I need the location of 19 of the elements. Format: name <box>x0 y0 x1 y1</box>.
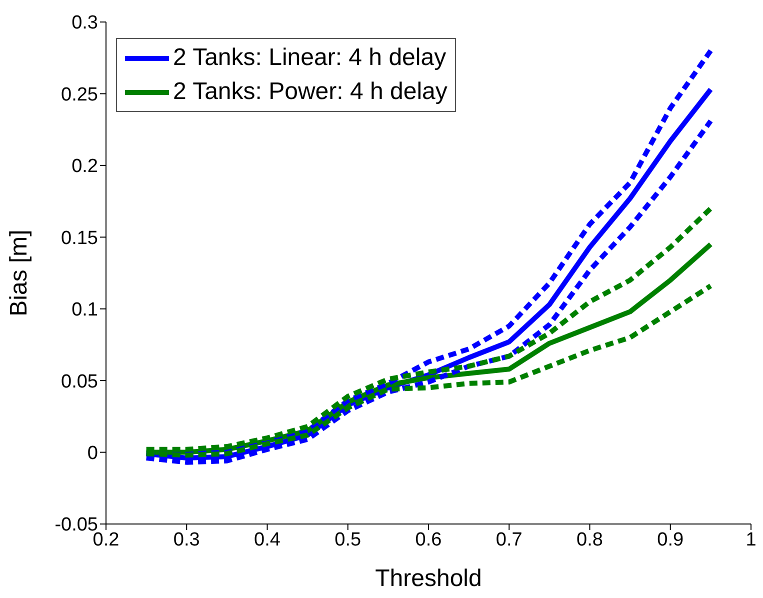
x-axis-title: Threshold <box>375 565 482 592</box>
y-axis-title: Bias [m] <box>6 230 33 316</box>
x-tick-label: 0.6 <box>415 529 442 550</box>
y-tick-label: 0 <box>87 443 98 464</box>
y-tick-label: 0.05 <box>61 371 98 392</box>
x-tick-label: 0.4 <box>254 529 281 550</box>
legend-label: 2 Tanks: Linear: 4 h delay <box>173 43 446 73</box>
y-tick-label: 0.3 <box>72 12 98 34</box>
x-tick-label: 0.8 <box>576 529 603 550</box>
x-tick-label: 0.7 <box>496 529 522 550</box>
y-tick-label: 0.15 <box>61 228 98 249</box>
legend-label: 2 Tanks: Power: 4 h delay <box>173 77 448 107</box>
x-tick-label: 0.3 <box>173 529 200 550</box>
y-tick-label: 0.1 <box>72 300 98 321</box>
y-tick-label: 0.25 <box>61 84 98 106</box>
x-tick-label: 1 <box>746 529 756 550</box>
x-tick-label: 0.9 <box>657 529 684 550</box>
y-tick-label: 0.2 <box>72 156 98 178</box>
x-tick-label: 0.5 <box>334 529 362 550</box>
